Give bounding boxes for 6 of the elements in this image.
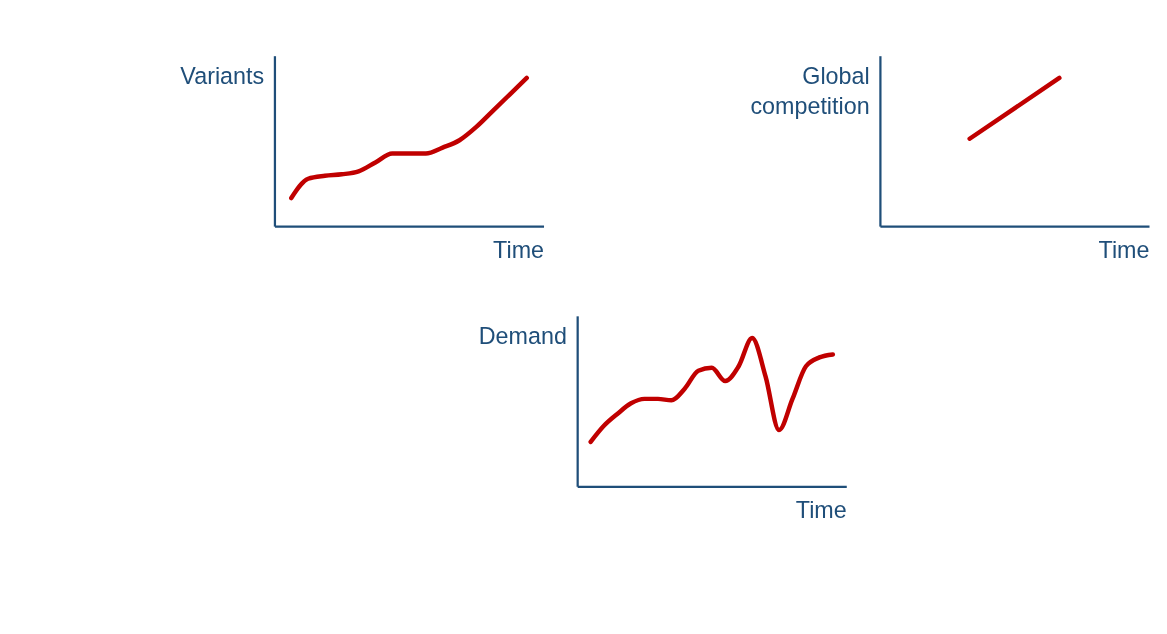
- y-axis-title: Demand: [478, 323, 567, 350]
- x-axis-title: Time: [493, 237, 545, 264]
- x-axis-title: Time: [1098, 237, 1150, 264]
- y-axis-title: Global competition: [750, 63, 870, 120]
- y-axis-title: Variants: [180, 63, 265, 90]
- x-axis-title: Time: [795, 497, 847, 524]
